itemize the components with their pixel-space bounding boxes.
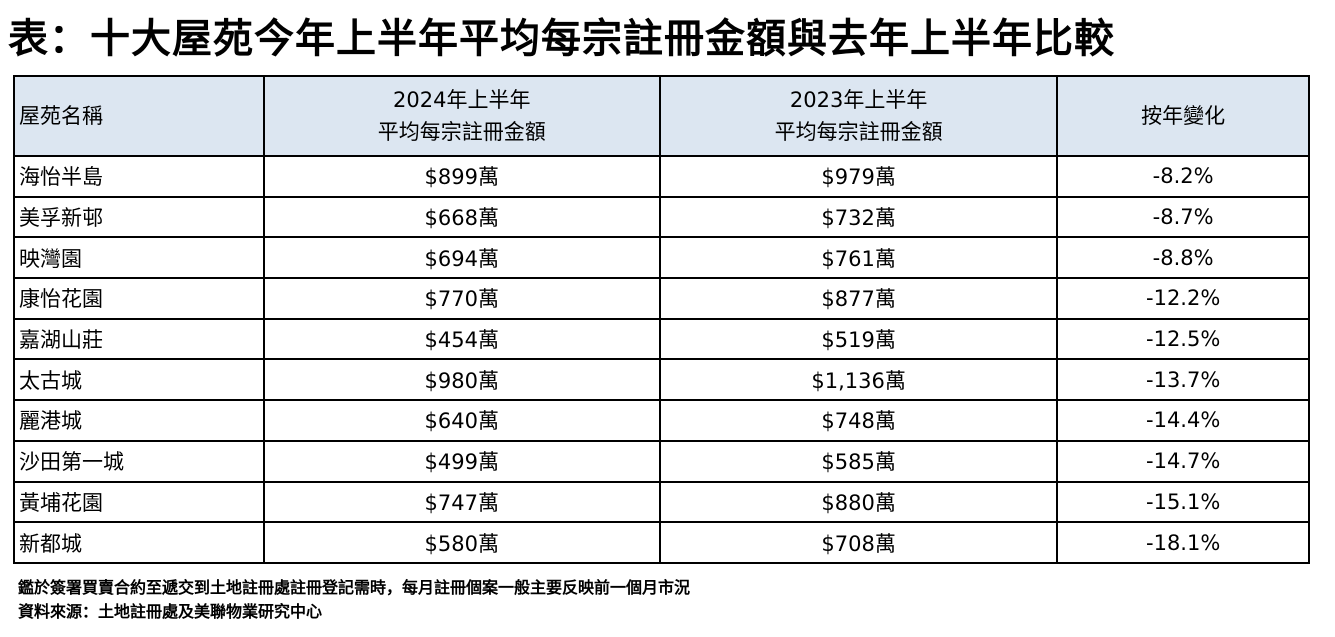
note: 鑑於簽署買賣合約至遞交到土地註冊處註冊登記需時，每月註冊個案一般主要反映前一個月… <box>18 578 691 597</box>
header-line: 平均每宗註冊金額 <box>377 120 546 144</box>
table-cell: $668萬 <box>262 195 661 239</box>
title: 表：十大屋苑今年上半年平均每宗註冊金額與去年上半年比較 <box>8 16 1115 62</box>
table-cell: $770萬 <box>262 277 661 320</box>
table-row: 美孚新邨 $668萬 $732萬 -8.7% <box>13 195 1310 239</box>
header-line: 按年變化 <box>1141 104 1226 128</box>
table-cell: $732萬 <box>658 195 1059 239</box>
header-cell: 2023年上半年 平均每宗註冊金額 <box>658 75 1059 157</box>
table-row: 沙田第一城 $499萬 $585萬 -14.7% <box>13 439 1310 483</box>
table-cell: -13.7% <box>1056 358 1310 402</box>
header-line: 2023年上半年 <box>789 88 928 112</box>
table-cell: $580萬 <box>262 521 661 564</box>
table-cell: $980萬 <box>262 358 661 402</box>
table-cell: $979萬 <box>658 155 1059 198</box>
table-cell: $694萬 <box>262 236 661 280</box>
table-cell: 沙田第一城 <box>13 439 265 483</box>
table-cell: $640萬 <box>262 399 661 442</box>
table-cell: 黃埔花園 <box>13 480 265 524</box>
table-cell: $899萬 <box>262 155 661 198</box>
table-cell: $747萬 <box>262 480 661 524</box>
table-cell: $454萬 <box>262 317 661 361</box>
table-cell: $708萬 <box>658 521 1059 564</box>
table-cell: -8.8% <box>1056 236 1310 280</box>
table-cell: $499萬 <box>262 439 661 483</box>
table-row: 康怡花園 $770萬 $877萬 -12.2% <box>13 277 1310 320</box>
table-cell: $1,136萬 <box>658 358 1059 402</box>
notes: 鑑於簽署買賣合約至遞交到土地註冊處註冊登記需時，每月註冊個案一般主要反映前一個月… <box>18 576 690 624</box>
table-header: 屋苑名稱 2024年上半年 平均每宗註冊金額 2023年上半年 平均每宗註冊金額 按年變化 <box>13 75 1310 157</box>
table-cell: -18.1% <box>1056 521 1310 564</box>
header-line: 2024年上半年 <box>393 88 531 112</box>
table-row: 海怡半島 $899萬 $979萬 -8.2% <box>13 155 1310 198</box>
header-cell: 按年變化 <box>1056 75 1310 157</box>
table-row: 新都城 $580萬 $708萬 -18.1% <box>13 521 1310 564</box>
table-body: 海怡半島 $899萬 $979萬 -8.2% 美孚新邨 $668萬 $732萬 -8.7% 映灣… <box>13 155 1310 564</box>
table-cell: $585萬 <box>658 439 1059 483</box>
table-cell: 美孚新邨 <box>13 195 265 239</box>
table-cell: 新都城 <box>13 521 265 564</box>
header-line: 平均每宗註冊金額 <box>774 120 943 144</box>
header-cell: 2024年上半年 平均每宗註冊金額 <box>262 75 661 157</box>
table-cell: -12.2% <box>1056 277 1310 320</box>
table: 屋苑名稱 2024年上半年 平均每宗註冊金額 2023年上半年 平均每宗註冊金額 按年變化… <box>13 75 1310 564</box>
table-cell: -14.4% <box>1056 399 1310 442</box>
table-row: 太古城 $980萬 $1,136萬 -13.7% <box>13 358 1310 402</box>
table-cell: 太古城 <box>13 358 265 402</box>
table-cell: 麗港城 <box>13 399 265 442</box>
table-cell: $519萬 <box>658 317 1059 361</box>
table-cell: -15.1% <box>1056 480 1310 524</box>
table-row: 黃埔花園 $747萬 $880萬 -15.1% <box>13 480 1310 524</box>
table-cell: -8.2% <box>1056 155 1310 198</box>
table-row: 嘉湖山莊 $454萬 $519萬 -12.5% <box>13 317 1310 361</box>
note: 資料來源：土地註冊處及美聯物業研究中心 <box>18 602 323 621</box>
table-cell: 映灣園 <box>13 236 265 280</box>
table-cell: 海怡半島 <box>13 155 265 198</box>
table-cell: -12.5% <box>1056 317 1310 361</box>
table-cell: 康怡花園 <box>13 277 265 320</box>
table-row: 麗港城 $640萬 $748萬 -14.4% <box>13 399 1310 442</box>
header-line: 屋苑名稱 <box>19 104 103 128</box>
table-cell: 嘉湖山莊 <box>13 317 265 361</box>
table-cell: $761萬 <box>658 236 1059 280</box>
table-cell: $748萬 <box>658 399 1059 442</box>
table-cell: -14.7% <box>1056 439 1310 483</box>
table-cell: $880萬 <box>658 480 1059 524</box>
header-row: 屋苑名稱 2024年上半年 平均每宗註冊金額 2023年上半年 平均每宗註冊金額 按年變化 <box>13 75 1310 157</box>
header-cell: 屋苑名稱 <box>13 75 265 157</box>
table-cell: -8.7% <box>1056 195 1310 239</box>
table-row: 映灣園 $694萬 $761萬 -8.8% <box>13 236 1310 280</box>
table-cell: $877萬 <box>658 277 1059 320</box>
